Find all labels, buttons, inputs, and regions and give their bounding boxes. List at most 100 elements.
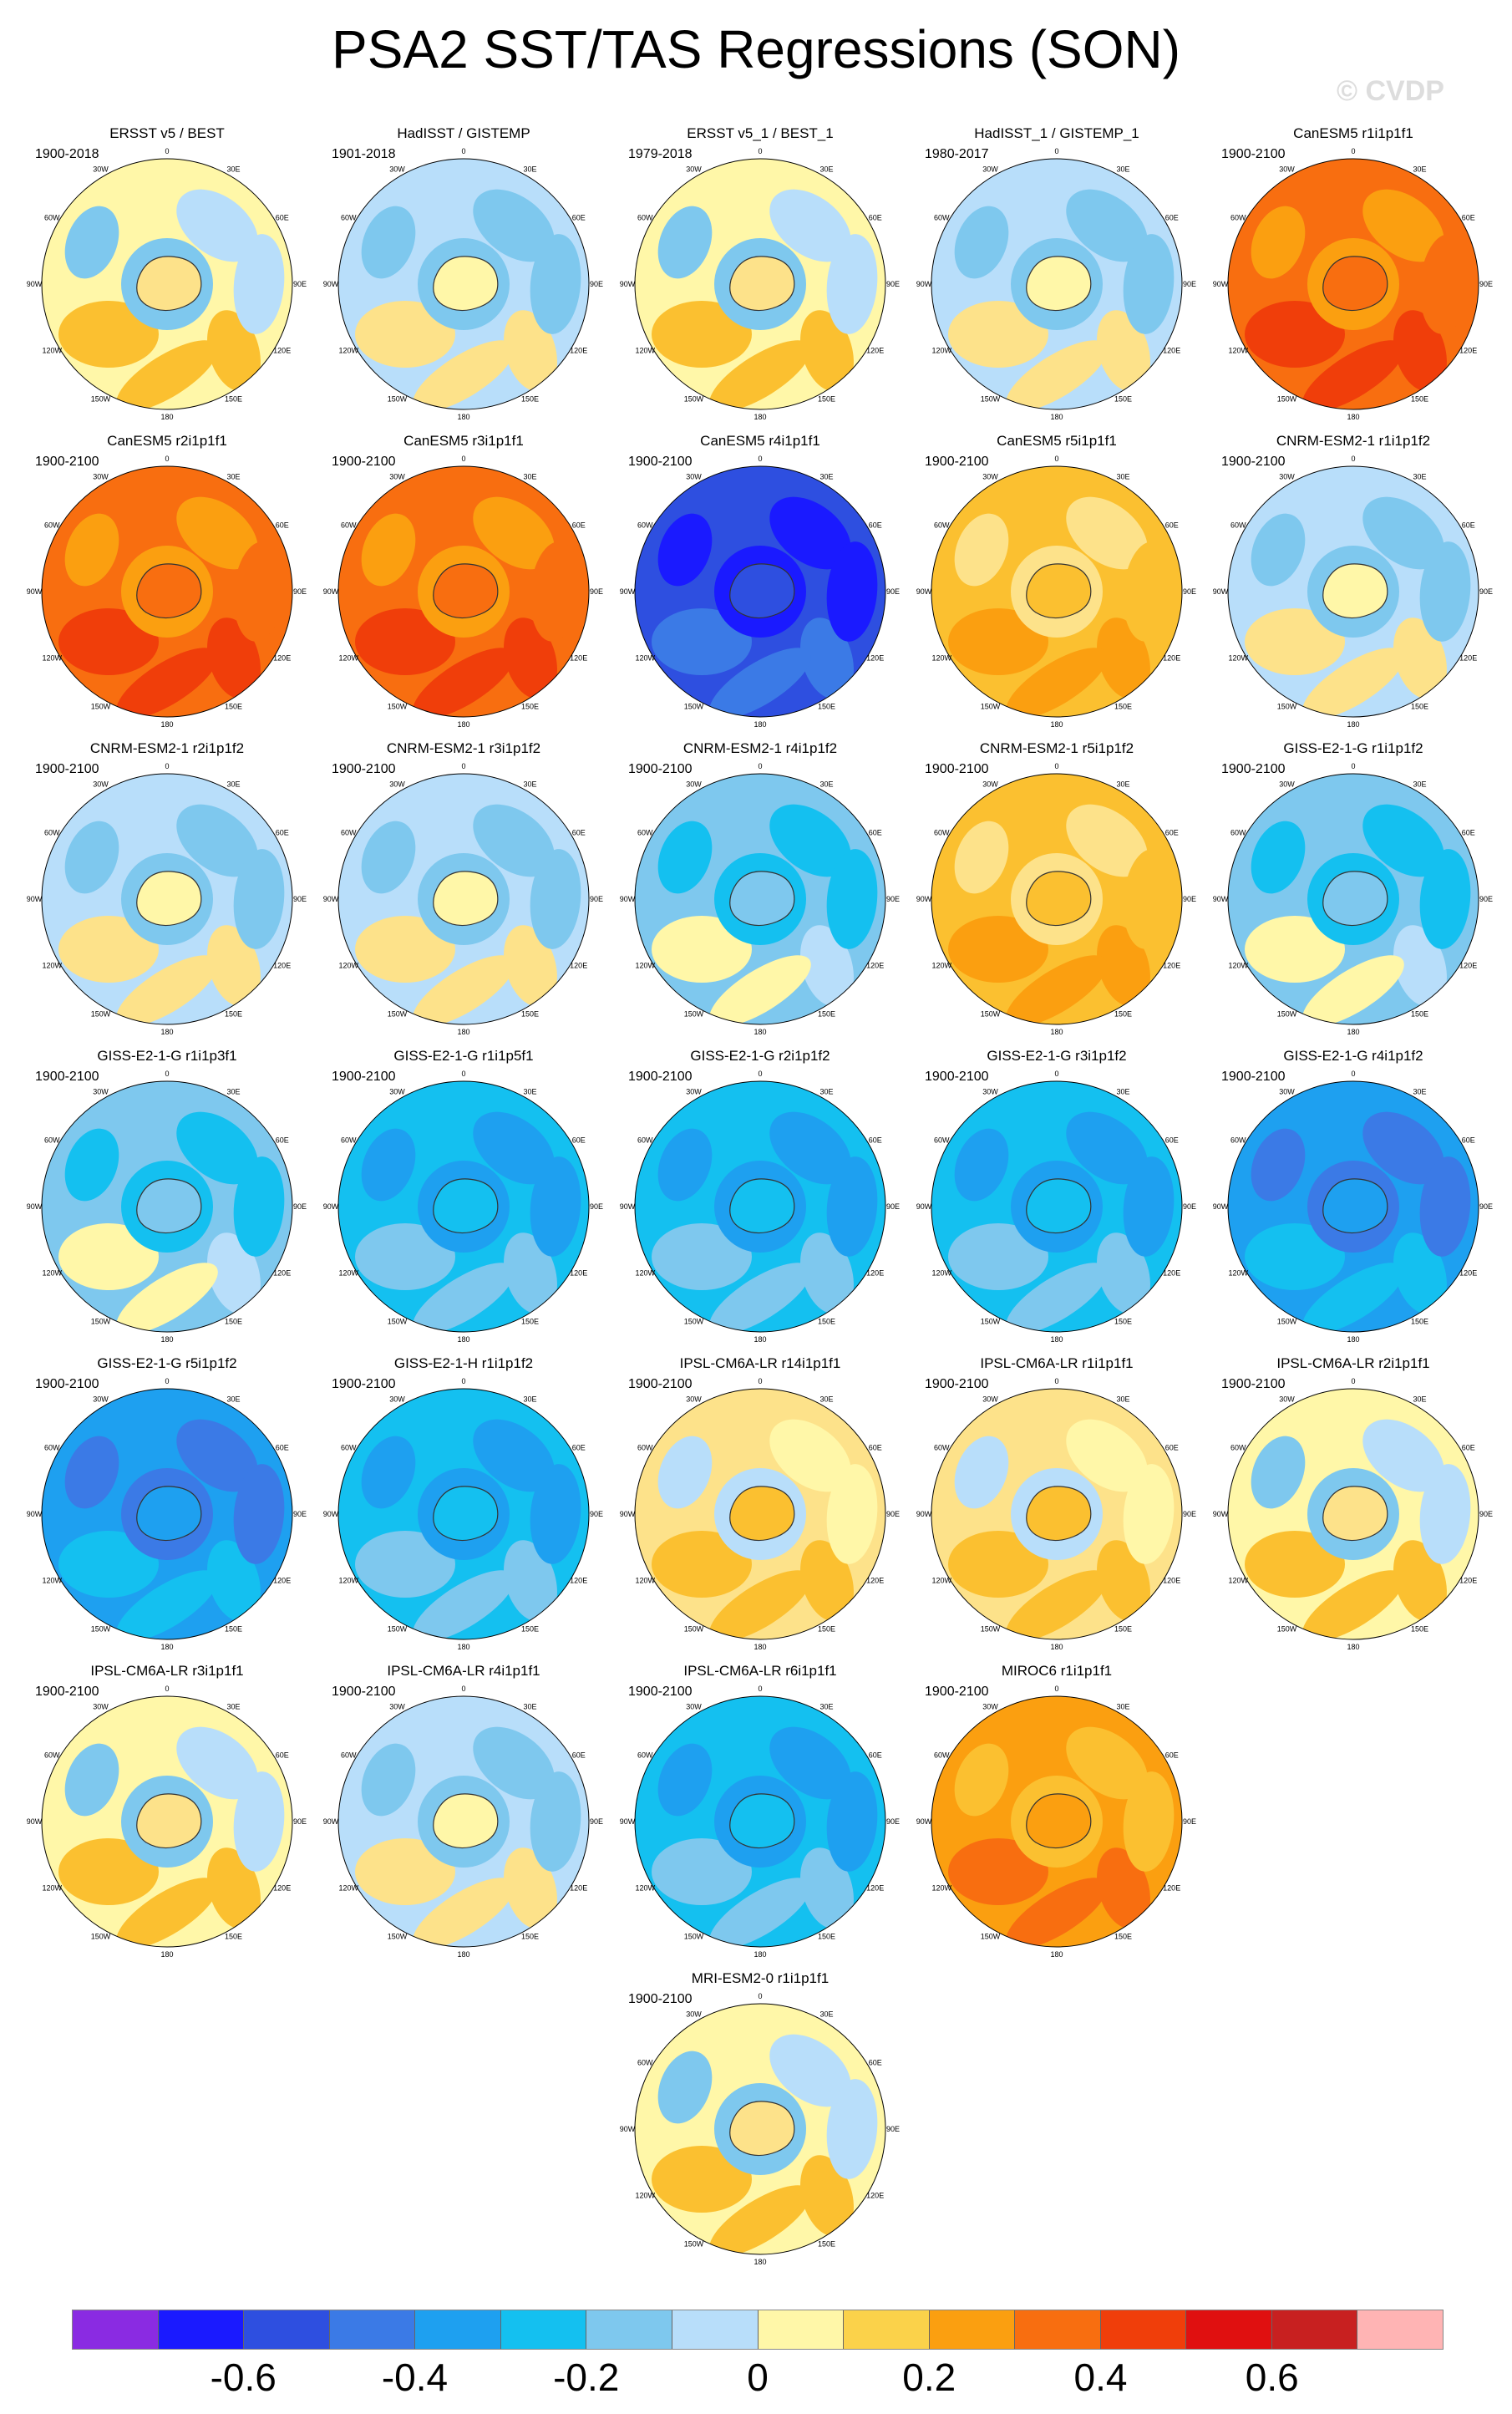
anomaly-patch (413, 340, 515, 409)
longitude-label: 30E (226, 472, 240, 480)
antarctica-outline (1026, 256, 1092, 312)
longitude-label: 120E (273, 1884, 291, 1893)
longitude-label: 150E (521, 1625, 539, 1634)
longitude-label: 150E (225, 1625, 242, 1634)
anomaly-patch (355, 1531, 455, 1598)
longitude-label: 150W (981, 1318, 1001, 1326)
map-panel: IPSL-CM6A-LR r3i1p1f1 1900-2100 0 30E 60E 90E… (25, 1663, 309, 1972)
longitude-label: 90E (590, 280, 603, 288)
longitude-label: 150W (91, 1933, 111, 1941)
longitude-label: 0 (1054, 762, 1058, 770)
longitude-label: 90W (916, 895, 932, 903)
longitude-label: 120E (1163, 347, 1180, 355)
longitude-label: 30E (523, 165, 536, 173)
longitude-label: 120W (932, 1884, 952, 1893)
map-title: IPSL-CM6A-LR r3i1p1f1 (90, 1663, 244, 1679)
anomaly-patch (1066, 189, 1148, 262)
longitude-label: 150W (91, 1318, 111, 1326)
anomaly-patch (769, 2034, 851, 2107)
antarctica-outline (729, 2101, 795, 2157)
map-border (931, 1080, 1183, 1333)
longitude-label: 90W (323, 1817, 339, 1826)
map-years: 1900-2100 (925, 455, 989, 469)
longitude-label: 150E (818, 1010, 835, 1019)
longitude-label: 90E (1183, 1202, 1196, 1211)
map-years: 1900-2100 (628, 1992, 693, 2006)
map-years: 1900-2100 (35, 455, 99, 469)
longitude-label: 60E (869, 2059, 882, 2067)
longitude-label: 60E (276, 521, 289, 530)
longitude-label: 30W (389, 780, 405, 788)
anomaly-patch (1123, 234, 1175, 334)
longitude-label: 150E (225, 1318, 242, 1326)
polar-map: 0 30E 60E 90E 120E 150E 180 150W 120W 90W 60W 30W (1213, 1070, 1493, 1344)
anomaly-patch (64, 821, 119, 894)
longitude-label: 120W (636, 962, 656, 970)
anomaly-patch (233, 1156, 285, 1257)
longitude-label: 30E (523, 472, 536, 480)
anomaly-patch (954, 1436, 1009, 1509)
map-title: MRI-ESM2-0 r1i1p1f1 (691, 1970, 830, 1986)
anomaly-patch (176, 189, 258, 262)
map-border (1227, 158, 1479, 410)
map-years: 1900-2100 (925, 1685, 989, 1699)
longitude-label: 90E (590, 587, 603, 596)
map-title: GISS-E2-1-G r1i1p3f1 (97, 1048, 237, 1064)
longitude-label: 30W (389, 1395, 405, 1403)
anomaly-patch (769, 1419, 851, 1492)
polar-map: 0 30E 60E 90E 120E 150E 180 150W 120W 90W 60W 30W (323, 147, 603, 421)
map-border (41, 158, 293, 410)
longitude-label: 60E (1462, 1136, 1475, 1145)
anomaly-patch (1123, 541, 1175, 642)
anomaly-patch (176, 496, 258, 570)
longitude-label: 60W (341, 214, 357, 222)
longitude-label: 90W (916, 1510, 932, 1518)
anomaly-patch (116, 648, 218, 717)
map-border (931, 1695, 1183, 1948)
map-years: 1900-2100 (35, 762, 99, 776)
longitude-label: 90E (590, 1817, 603, 1826)
map-panel: MIROC6 r1i1p1f1 1900-2100 0 30E 60E 90E 120E 15… (915, 1663, 1199, 1972)
anomaly-patch (657, 206, 713, 279)
longitude-label: 150E (225, 395, 242, 404)
longitude-label: 30E (819, 165, 833, 173)
anomaly-patch (709, 340, 811, 409)
anomaly-patch (530, 1464, 581, 1564)
longitude-label: 90E (886, 280, 900, 288)
longitude-label: 180 (1050, 720, 1063, 729)
map-panel: CanESM5 r4i1p1f1 1900-2100 0 30E 60E 90E 120E 1… (618, 433, 902, 742)
map-title: GISS-E2-1-H r1i1p1f2 (393, 1355, 534, 1371)
longitude-label: 120E (570, 347, 587, 355)
map-years: 1900-2100 (35, 1070, 99, 1084)
longitude-label: 120W (1229, 654, 1249, 663)
anomaly-patch (64, 1128, 119, 1202)
map-border (931, 465, 1183, 718)
longitude-label: 60E (276, 214, 289, 222)
longitude-label: 90W (1213, 895, 1229, 903)
polar-map: 0 30E 60E 90E 120E 150E 180 150W 120W 90W 60W 30W (916, 1070, 1196, 1344)
longitude-label: 150W (684, 2240, 704, 2249)
longitude-label: 120W (636, 1269, 656, 1278)
anomaly-patch (954, 1128, 1009, 1202)
anomaly-patch (652, 608, 752, 675)
anomaly-patch (769, 804, 851, 877)
anomaly-patch (709, 1570, 811, 1639)
map-border (337, 1080, 590, 1333)
antarctica-outline (433, 256, 499, 312)
longitude-label: 180 (457, 720, 469, 729)
polar-map: 0 30E 60E 90E 120E 150E 180 150W 120W 90W 60W 30W (620, 1070, 900, 1344)
longitude-label: 180 (753, 1028, 766, 1036)
anomaly-patch (1066, 1111, 1148, 1185)
colorbar-cell (758, 2310, 845, 2349)
longitude-label: 150W (981, 1933, 1001, 1941)
longitude-label: 60W (44, 214, 60, 222)
longitude-label: 90W (1213, 280, 1229, 288)
longitude-label: 120E (570, 1269, 587, 1278)
longitude-label: 150W (981, 1010, 1001, 1019)
longitude-label: 90W (620, 1510, 636, 1518)
longitude-label: 60W (934, 521, 950, 530)
antarctica-outline (433, 563, 499, 619)
longitude-label: 30W (1279, 780, 1295, 788)
longitude-label: 150E (1114, 395, 1132, 404)
anomaly-patch (58, 1223, 159, 1290)
